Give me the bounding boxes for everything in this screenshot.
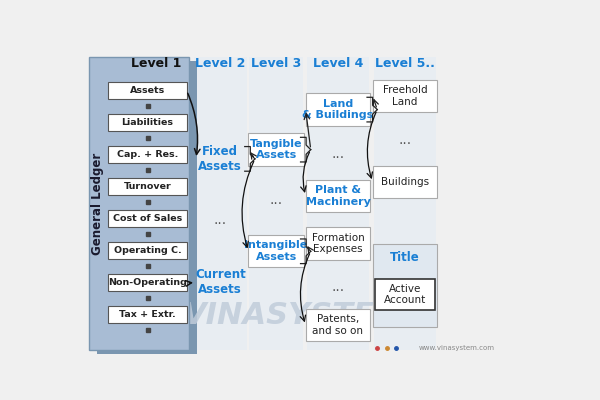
Text: Patents,
and so on: Patents, and so on (313, 314, 364, 336)
Bar (250, 57, 303, 350)
Bar (109, 178, 187, 195)
Text: ...: ... (269, 194, 283, 208)
Text: Level 1: Level 1 (131, 57, 181, 70)
Text: VINASYSTEM: VINASYSTEM (182, 302, 404, 330)
Bar (194, 57, 247, 350)
FancyBboxPatch shape (375, 279, 434, 310)
Text: Formation
Expenses: Formation Expenses (311, 233, 364, 254)
Text: Buildings: Buildings (381, 177, 429, 187)
Text: Level 4: Level 4 (313, 57, 363, 70)
Text: Turnover: Turnover (124, 182, 172, 191)
FancyBboxPatch shape (248, 235, 304, 268)
Bar (374, 57, 436, 350)
Text: Tangible
Assets: Tangible Assets (250, 139, 302, 160)
Text: ...: ... (214, 214, 227, 228)
Text: Level 5..: Level 5.. (375, 57, 435, 70)
Text: Land
& Buildings: Land & Buildings (302, 99, 374, 120)
Bar (109, 274, 187, 291)
Text: General Ledger: General Ledger (91, 152, 104, 255)
Text: Fixed
Assets: Fixed Assets (199, 145, 242, 173)
FancyBboxPatch shape (248, 134, 304, 166)
Text: Operating C.: Operating C. (113, 246, 181, 255)
Bar (109, 114, 187, 132)
Text: Non-Operating: Non-Operating (108, 278, 187, 287)
Text: Freehold
Land: Freehold Land (383, 85, 427, 106)
Text: Level 2: Level 2 (195, 57, 245, 70)
Text: ...: ... (331, 147, 344, 161)
FancyBboxPatch shape (373, 80, 437, 112)
FancyBboxPatch shape (373, 166, 437, 198)
Text: Title: Title (390, 251, 420, 264)
Bar (109, 82, 187, 100)
FancyBboxPatch shape (306, 180, 370, 212)
Text: Cost of Sales: Cost of Sales (113, 214, 182, 223)
FancyBboxPatch shape (306, 228, 370, 260)
Bar (109, 210, 187, 227)
FancyBboxPatch shape (306, 94, 370, 126)
Bar (109, 306, 187, 323)
Text: Tax + Extr.: Tax + Extr. (119, 310, 176, 319)
Bar (97, 61, 197, 354)
Text: Plant &
Machinery: Plant & Machinery (305, 185, 370, 207)
FancyBboxPatch shape (373, 244, 437, 327)
Text: ...: ... (331, 280, 344, 294)
Bar (89, 57, 189, 350)
Text: Liabilities: Liabilities (122, 118, 173, 127)
Text: Cap. + Res.: Cap. + Res. (117, 150, 178, 159)
Text: Current
Assets: Current Assets (195, 268, 245, 296)
Text: Active
Account: Active Account (384, 284, 426, 305)
Text: Intangible
Assets: Intangible Assets (244, 240, 308, 262)
Text: Assets: Assets (130, 86, 165, 95)
Text: ...: ... (398, 134, 412, 148)
FancyBboxPatch shape (306, 309, 370, 341)
Bar (109, 146, 187, 163)
Text: Level 3: Level 3 (251, 57, 301, 70)
Text: www.vinasystem.com: www.vinasystem.com (418, 345, 494, 351)
Bar (109, 242, 187, 259)
Bar (307, 57, 370, 350)
